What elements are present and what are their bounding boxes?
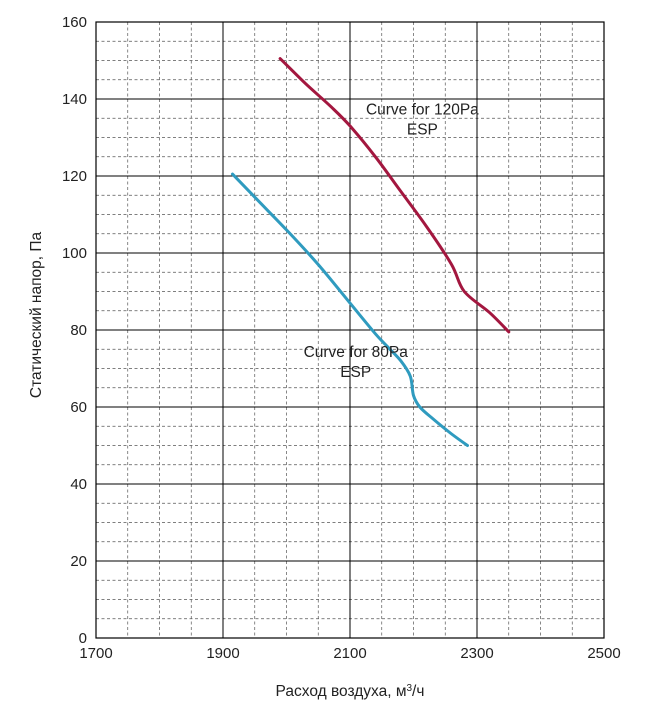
series-layer	[231, 57, 511, 447]
curve-annotation-1: Curve for 120Pa ESP	[366, 101, 479, 138]
major-grid	[95, 21, 605, 639]
y-tick-label: 160	[62, 14, 87, 31]
series-line-1	[278, 57, 511, 334]
x-tick-label: 1700	[79, 645, 112, 662]
x-tick-label: 2100	[333, 645, 366, 662]
x-tick-label: 1900	[206, 645, 239, 662]
x-tick-label: 2300	[460, 645, 493, 662]
annotation-line: Curve for 120Pa	[366, 101, 479, 118]
y-tick-label: 40	[70, 476, 87, 493]
y-tick-label: 100	[62, 245, 87, 262]
y-tick-label: 120	[62, 168, 87, 185]
x-axis-label: Расход воздуха, м3/ч	[276, 683, 425, 701]
annotations: Curve for 120Pa ESP Curve for 80Pa ESP	[304, 101, 480, 381]
x-axis-label-suffix: /ч	[412, 683, 424, 700]
y-tick-label: 140	[62, 91, 87, 108]
annotation-line: ESP	[407, 121, 438, 138]
x-axis-label-text: Расход воздуха, м	[276, 683, 407, 700]
y-tick-label: 80	[70, 322, 87, 339]
x-axis-label-superscript: 3	[406, 683, 412, 694]
series-line-2	[231, 172, 469, 447]
annotation-line: Curve for 80Pa	[304, 344, 409, 361]
y-tick-label: 60	[70, 399, 87, 416]
y-tick-label: 20	[70, 553, 87, 570]
y-tick-label: 0	[79, 630, 87, 647]
x-tick-label: 2500	[587, 645, 620, 662]
plot-frame	[95, 21, 605, 639]
y-tick-labels: 0 20 40 60 80 100 120 140 160	[62, 14, 87, 647]
annotation-line: ESP	[340, 364, 371, 381]
curve-annotation-2: Curve for 80Pa ESP	[304, 344, 409, 381]
x-tick-labels: 1700 1900 2100 2300 2500	[79, 645, 620, 662]
y-axis-label: Статический напор, Па	[28, 232, 45, 399]
